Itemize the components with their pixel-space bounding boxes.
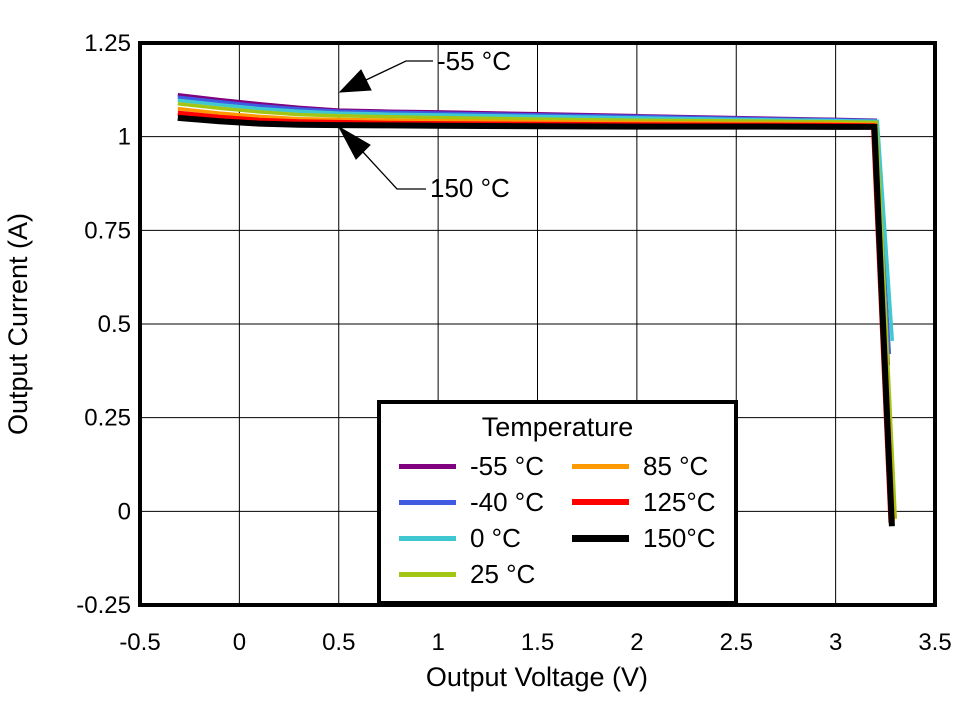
x-tick-label: 2: [630, 629, 643, 656]
legend-item-t125: 125°C: [572, 484, 726, 520]
legend-swatch-icon: [572, 463, 629, 469]
y-tick-label: 0.25: [84, 405, 131, 432]
annotation-label-150: 150 °C: [430, 173, 510, 203]
x-tick-label: 3.5: [918, 629, 951, 656]
legend-label: 0 °C: [470, 523, 521, 554]
y-tick-label: 1: [118, 124, 131, 151]
legend-items: -55 °C -40 °C 0 °C 25 °C 85 °C 125°C 150°C: [399, 448, 726, 593]
legend-label: 25 °C: [470, 559, 536, 590]
x-tick-label: 0: [233, 629, 246, 656]
legend-label: 125°C: [643, 486, 716, 517]
legend-label: -40 °C: [470, 486, 544, 517]
legend-label: 85 °C: [643, 450, 709, 481]
series-line-m40: [177, 95, 892, 355]
x-tick-label: 1: [431, 629, 444, 656]
legend-swatch-icon: [399, 463, 456, 469]
legend-swatch-icon: [572, 499, 629, 506]
legend-title: Temperature: [481, 412, 634, 442]
series-line-t150: [177, 114, 895, 527]
arrowhead-icon: [337, 125, 371, 160]
y-tick-label: 0.5: [98, 311, 131, 338]
annotation-150: 150 °C: [337, 125, 510, 203]
arrowhead-icon: [338, 69, 372, 93]
legend: Temperature -55 °C -40 °C 0 °C 25 °C 85 °C 12…: [377, 400, 738, 605]
legend-item-t0: 0 °C: [399, 521, 572, 557]
y-tick-label: -0.25: [76, 592, 131, 619]
legend-swatch-icon: [572, 535, 629, 543]
legend-label: -55 °C: [470, 450, 544, 481]
legend-swatch-icon: [399, 572, 456, 578]
x-tick-label: 1.5: [521, 629, 554, 656]
legend-item-t150: 150°C: [572, 521, 726, 557]
y-tick-label: 0.75: [84, 217, 131, 244]
x-tick-label: 0.5: [322, 629, 355, 656]
x-tick-label: -0.5: [119, 629, 160, 656]
plot-frame: [138, 41, 937, 607]
annotation-minus55: -55 °C: [338, 46, 511, 93]
legend-item-m55: -55 °C: [399, 448, 572, 484]
y-tick-label: 0: [118, 498, 131, 525]
y-tick-label: 1.25: [84, 30, 131, 57]
annotation-label-minus55: -55 °C: [437, 46, 511, 76]
series-layer: [177, 92, 898, 527]
annotation-leader-line: [365, 60, 433, 81]
legend-item-t25: 25 °C: [399, 557, 572, 593]
grid-layer: [140, 43, 935, 605]
legend-swatch-icon: [399, 499, 456, 505]
y-axis-title: Output Current (A): [3, 213, 33, 435]
legend-item-m40: -40 °C: [399, 484, 572, 520]
legend-label: 150°C: [643, 523, 716, 554]
legend-item-t85: 85 °C: [572, 448, 726, 484]
x-axis-title: Output Voltage (V): [426, 662, 648, 692]
x-tick-label: 2.5: [720, 629, 753, 656]
x-tick-label: 3: [829, 629, 842, 656]
annotation-leader-line: [362, 151, 426, 190]
tick-labels: -0.5 0 0.5 1 1.5 2 2.5 3 3.5 1.25 1 0.75 0.5 0.25 0 -0.…: [76, 30, 951, 656]
legend-swatch-icon: [399, 536, 456, 542]
series-line-t25: [177, 101, 898, 519]
